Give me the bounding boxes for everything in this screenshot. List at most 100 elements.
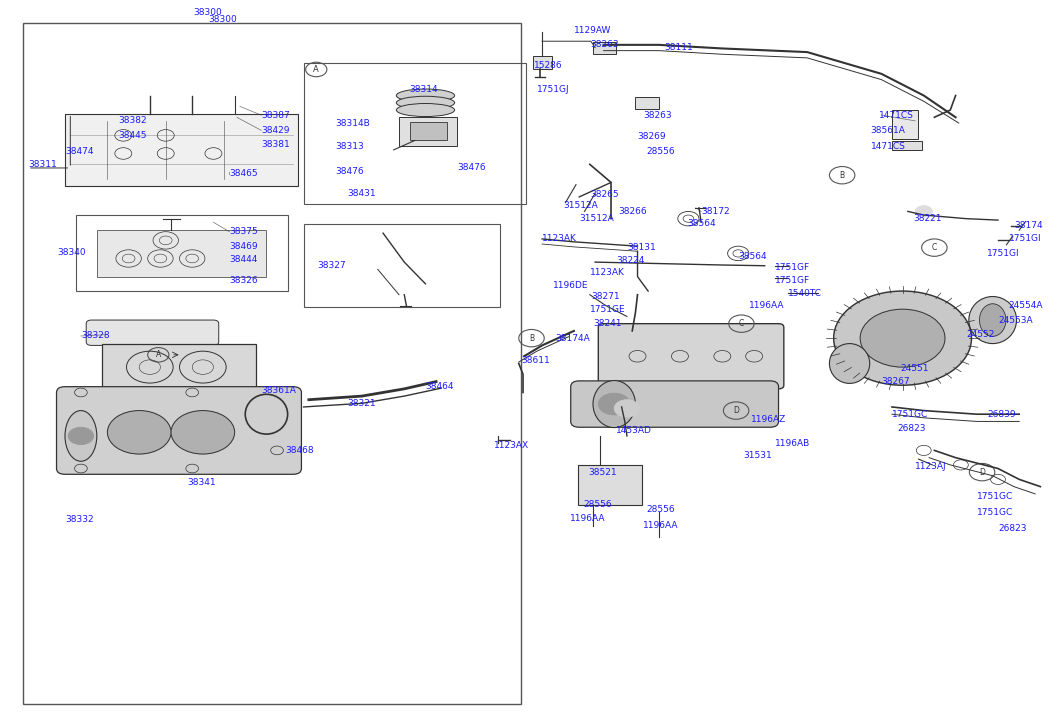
Text: 26823: 26823 bbox=[998, 524, 1027, 533]
Text: B: B bbox=[840, 171, 845, 180]
FancyBboxPatch shape bbox=[571, 381, 778, 427]
FancyBboxPatch shape bbox=[598, 324, 783, 389]
Ellipse shape bbox=[979, 304, 1006, 337]
FancyBboxPatch shape bbox=[56, 387, 302, 474]
Text: 28556: 28556 bbox=[646, 505, 675, 513]
Text: 31512A: 31512A bbox=[563, 201, 598, 210]
Text: 1471CS: 1471CS bbox=[871, 142, 906, 150]
Text: 15286: 15286 bbox=[534, 60, 562, 70]
Text: 38267: 38267 bbox=[881, 377, 910, 386]
Text: 1453AD: 1453AD bbox=[617, 426, 653, 435]
Text: 38476: 38476 bbox=[457, 164, 486, 172]
Text: 38561A: 38561A bbox=[871, 126, 906, 134]
Text: 1123AK: 1123AK bbox=[542, 234, 577, 244]
Text: 38387: 38387 bbox=[261, 111, 290, 120]
Text: 38314: 38314 bbox=[409, 85, 438, 95]
Ellipse shape bbox=[396, 103, 455, 116]
Circle shape bbox=[68, 427, 94, 445]
Text: 38174: 38174 bbox=[1014, 222, 1043, 230]
Text: 38221: 38221 bbox=[913, 214, 942, 223]
Text: 1196AA: 1196AA bbox=[643, 521, 678, 529]
Text: 28556: 28556 bbox=[584, 500, 612, 509]
Text: C: C bbox=[739, 319, 744, 328]
Text: 1751GI: 1751GI bbox=[988, 249, 1020, 258]
Circle shape bbox=[171, 411, 235, 454]
Text: D: D bbox=[979, 467, 985, 477]
Text: 1751GE: 1751GE bbox=[590, 305, 625, 314]
Text: 38314B: 38314B bbox=[335, 119, 370, 127]
Text: 38564: 38564 bbox=[688, 220, 716, 228]
Text: 1751GC: 1751GC bbox=[977, 508, 1013, 517]
Ellipse shape bbox=[829, 344, 870, 383]
Text: 1123AJ: 1123AJ bbox=[915, 462, 947, 471]
Text: 24554A: 24554A bbox=[1009, 301, 1043, 310]
Text: 38263: 38263 bbox=[643, 111, 672, 120]
Text: 38340: 38340 bbox=[57, 248, 86, 257]
Text: 38464: 38464 bbox=[425, 382, 454, 391]
Text: 1196AZ: 1196AZ bbox=[750, 415, 787, 424]
Text: 28556: 28556 bbox=[646, 147, 675, 156]
Text: 38111: 38111 bbox=[664, 43, 693, 52]
Bar bbox=[892, 110, 918, 139]
Bar bbox=[304, 224, 500, 307]
Bar bbox=[75, 215, 288, 291]
Text: 38474: 38474 bbox=[65, 147, 94, 156]
Bar bbox=[22, 23, 521, 704]
Text: 1751GC: 1751GC bbox=[977, 492, 1013, 501]
Text: C: C bbox=[932, 243, 937, 252]
Text: 38611: 38611 bbox=[521, 356, 550, 365]
Text: 38224: 38224 bbox=[617, 256, 644, 265]
Circle shape bbox=[915, 206, 932, 217]
Text: 38265: 38265 bbox=[590, 190, 619, 199]
Bar bbox=[65, 113, 299, 186]
Circle shape bbox=[860, 309, 945, 367]
Ellipse shape bbox=[593, 380, 636, 427]
Text: 1123AX: 1123AX bbox=[494, 441, 529, 450]
Text: 1540TC: 1540TC bbox=[788, 289, 822, 299]
Ellipse shape bbox=[396, 89, 455, 102]
Text: 1129AW: 1129AW bbox=[574, 26, 611, 35]
Text: B: B bbox=[529, 334, 534, 342]
Text: 24552: 24552 bbox=[966, 330, 995, 339]
Text: 1471CS: 1471CS bbox=[879, 111, 914, 120]
Text: 38327: 38327 bbox=[318, 261, 345, 270]
Text: 38431: 38431 bbox=[347, 189, 375, 198]
Text: 38381: 38381 bbox=[261, 140, 290, 149]
Text: 38468: 38468 bbox=[286, 446, 315, 455]
Text: 38271: 38271 bbox=[591, 292, 620, 302]
Text: 1196AA: 1196AA bbox=[748, 301, 784, 310]
Text: 38341: 38341 bbox=[187, 478, 216, 488]
Text: 31512A: 31512A bbox=[579, 214, 614, 223]
Text: 1196DE: 1196DE bbox=[553, 281, 588, 290]
Text: 38332: 38332 bbox=[65, 515, 94, 523]
Text: 38266: 38266 bbox=[619, 207, 647, 216]
Bar bbox=[533, 57, 552, 70]
Text: 1196AB: 1196AB bbox=[775, 438, 811, 448]
Circle shape bbox=[833, 291, 972, 385]
Text: 38311: 38311 bbox=[28, 160, 56, 169]
Text: 38328: 38328 bbox=[81, 332, 109, 340]
Text: 26823: 26823 bbox=[897, 424, 926, 433]
Text: 38382: 38382 bbox=[118, 116, 147, 125]
Text: 38564: 38564 bbox=[738, 252, 766, 261]
Text: 38521: 38521 bbox=[589, 467, 618, 477]
Text: 24551: 24551 bbox=[900, 364, 929, 373]
Bar bbox=[593, 42, 617, 54]
Text: 1751GI: 1751GI bbox=[1009, 234, 1042, 244]
Text: 38476: 38476 bbox=[335, 167, 364, 176]
Ellipse shape bbox=[65, 411, 97, 461]
Text: 38172: 38172 bbox=[702, 207, 730, 216]
Circle shape bbox=[598, 393, 630, 415]
Text: 38326: 38326 bbox=[230, 276, 258, 285]
Text: 1123AK: 1123AK bbox=[590, 268, 625, 278]
Text: 38321: 38321 bbox=[347, 399, 375, 408]
Text: 38361A: 38361A bbox=[261, 386, 296, 395]
Text: D: D bbox=[733, 406, 739, 415]
Bar bbox=[102, 344, 256, 389]
Ellipse shape bbox=[396, 96, 455, 109]
Bar bbox=[636, 97, 659, 108]
Text: 38375: 38375 bbox=[230, 228, 258, 236]
Text: 1196AA: 1196AA bbox=[570, 514, 605, 523]
Ellipse shape bbox=[968, 297, 1016, 344]
Text: 1751GF: 1751GF bbox=[775, 276, 810, 286]
